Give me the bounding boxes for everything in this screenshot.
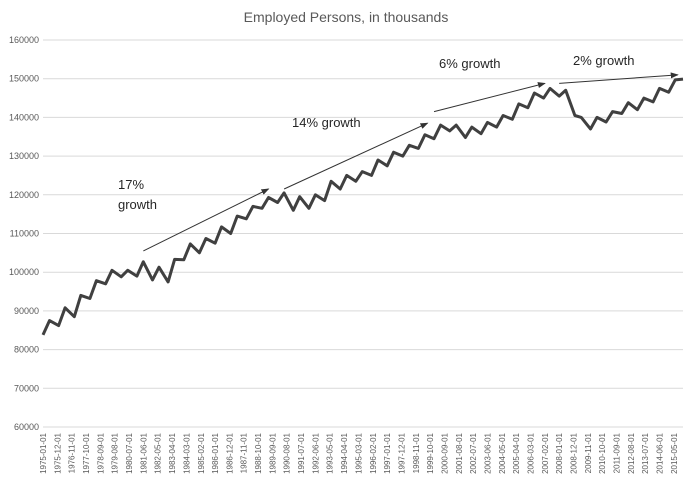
x-tick-label: 2004-05-01	[498, 432, 507, 473]
x-tick-label: 1993-05-01	[326, 432, 335, 473]
x-tick-label: 2008-12-01	[570, 432, 579, 473]
y-tick-label: 150000	[9, 74, 39, 84]
growth-arrow	[433, 82, 546, 113]
x-tick-label: 1983-04-01	[168, 432, 177, 473]
growth-annotation: 14% growth	[292, 115, 361, 130]
x-tick-label: 2006-03-01	[526, 432, 535, 473]
growth-annotation: 6% growth	[439, 56, 500, 71]
x-tick-label: 1997-12-01	[397, 432, 406, 473]
x-tick-label: 1987-11-01	[240, 432, 249, 473]
x-tick-label: 2005-04-01	[512, 432, 521, 473]
x-tick-label: 1986-01-01	[211, 432, 220, 473]
growth-arrow	[283, 122, 429, 190]
x-tick-label: 1996-02-01	[369, 432, 378, 473]
x-tick-label: 2011-09-01	[613, 432, 622, 473]
x-tick-label: 1982-05-01	[154, 432, 163, 473]
y-tick-label: 110000	[10, 229, 39, 239]
growth-annotation: 2% growth	[573, 53, 634, 68]
x-tick-label: 1985-02-01	[197, 432, 206, 473]
x-tick-label: 2013-07-01	[641, 432, 650, 473]
x-tick-label: 2003-06-01	[483, 432, 492, 473]
y-axis: 60000 70000 80000 90000 100000 110000 120000 13…	[9, 35, 39, 432]
growth-arrow	[559, 72, 679, 84]
x-axis: 1975-01-01 1975-12-01 1976-11-01 1977-10-01…	[39, 432, 679, 473]
x-tick-label: 1999-10-01	[426, 432, 435, 473]
x-tick-label: 1990-08-01	[283, 432, 292, 473]
x-tick-label: 1991-07-01	[297, 432, 306, 473]
x-tick-label: 1975-01-01	[39, 432, 48, 473]
x-tick-label: 1998-11-01	[412, 432, 421, 473]
x-tick-label: 2002-07-01	[469, 432, 478, 473]
y-tick-label: 130000	[9, 151, 39, 161]
x-tick-label: 1992-06-01	[311, 432, 320, 473]
annotations: 17% growth 14% growth 6% growth 2% growth	[118, 53, 679, 252]
y-tick-label: 100000	[9, 267, 39, 277]
growth-annotation: 17% growth	[118, 177, 157, 212]
growth-arrow	[143, 188, 270, 252]
x-tick-label: 2015-05-01	[670, 432, 679, 473]
x-tick-label: 2009-11-01	[584, 432, 593, 473]
y-tick-label: 90000	[14, 306, 39, 316]
series-layer	[41, 77, 684, 336]
y-tick-label: 120000	[9, 190, 39, 200]
x-tick-label: 1981-06-01	[139, 432, 148, 473]
x-tick-label: 1994-04-01	[340, 432, 349, 473]
series-line	[41, 77, 684, 336]
x-tick-label: 1977-10-01	[82, 432, 91, 473]
x-tick-label: 2008-01-01	[555, 432, 564, 473]
y-tick-label: 80000	[14, 345, 39, 355]
x-tick-label: 1984-03-01	[182, 432, 191, 473]
x-tick-label: 2007-02-01	[541, 432, 550, 473]
x-tick-label: 1976-11-01	[68, 432, 77, 473]
chart-title: Employed Persons, in thousands	[244, 9, 449, 25]
y-tick-label: 60000	[14, 422, 39, 432]
x-tick-label: 1978-09-01	[96, 432, 105, 473]
x-tick-label: 2001-08-01	[455, 432, 464, 473]
x-tick-label: 1989-09-01	[268, 432, 277, 473]
x-tick-label: 1995-03-01	[354, 432, 363, 473]
x-tick-label: 2014-06-01	[656, 432, 665, 473]
x-tick-label: 2000-09-01	[440, 432, 449, 473]
x-tick-label: 1986-12-01	[225, 432, 234, 473]
x-tick-label: 1979-08-01	[111, 432, 120, 473]
y-tick-label: 140000	[9, 112, 39, 122]
x-tick-label: 2012-08-01	[627, 432, 636, 473]
y-tick-label: 160000	[9, 35, 39, 45]
x-tick-label: 1975-12-01	[53, 432, 62, 473]
x-tick-label: 1997-01-01	[383, 432, 392, 473]
y-tick-label: 70000	[14, 383, 39, 393]
gridlines	[43, 39, 683, 428]
x-tick-label: 1988-10-01	[254, 432, 263, 473]
x-tick-label: 1980-07-01	[125, 432, 134, 473]
x-tick-label: 2010-10-01	[598, 432, 607, 473]
